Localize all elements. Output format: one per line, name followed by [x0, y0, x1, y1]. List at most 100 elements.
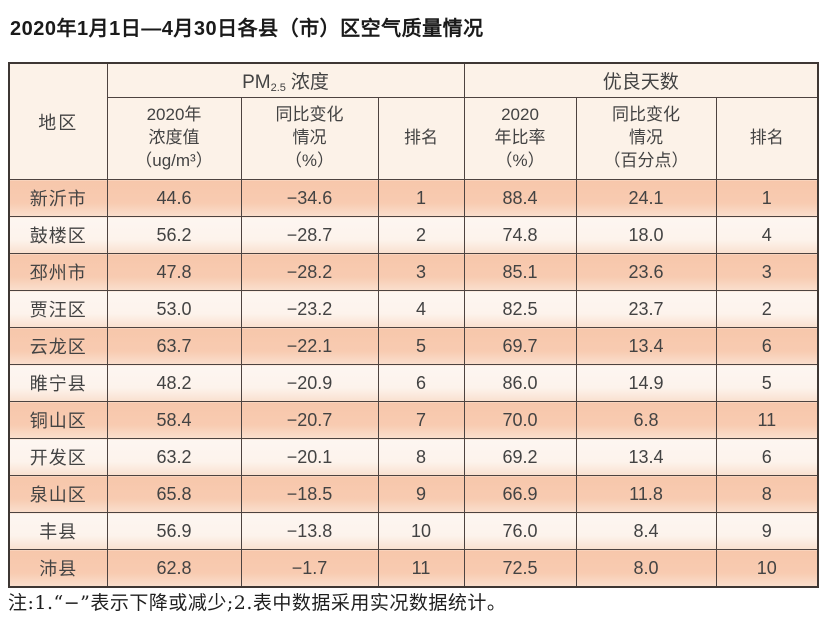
- cell-good-rank: 6: [715, 327, 819, 365]
- table-header: 地区 PM2.5 浓度 优良天数 2020年 浓度值 （ug/m³） 同比变化 情…: [8, 62, 819, 180]
- group-header-pm25: PM2.5 浓度: [106, 62, 465, 98]
- col-header-pm25-value: 2020年 浓度值 （ug/m³）: [106, 97, 242, 180]
- cell-pm25-change: −1.7: [240, 549, 379, 588]
- cell-region: 沛县: [8, 549, 108, 588]
- cell-good-rank: 6: [715, 438, 819, 476]
- cell-good-change: 6.8: [575, 401, 717, 439]
- cell-good-change: 24.1: [575, 179, 717, 217]
- cell-good-rank: 10: [715, 549, 819, 588]
- cell-good-rate: 66.9: [463, 475, 577, 513]
- cell-good-rate: 69.7: [463, 327, 577, 365]
- cell-pm25-change: −28.7: [240, 216, 379, 254]
- table-row: 睢宁县 48.2 −20.9 6 86.0 14.9 5: [8, 364, 819, 402]
- cell-pm25-change: −23.2: [240, 290, 379, 328]
- cell-pm25-change: −22.1: [240, 327, 379, 365]
- col-header-good-change: 同比变化 情况 （百分点）: [575, 97, 717, 180]
- col-header-pm25-rank: 排名: [377, 97, 465, 180]
- cell-good-rate: 76.0: [463, 512, 577, 550]
- cell-good-rank: 11: [715, 401, 819, 439]
- page-title: 2020年1月1日—4月30日各县（市）区空气质量情况: [10, 18, 484, 40]
- cell-region: 邳州市: [8, 253, 108, 291]
- cell-region: 铜山区: [8, 401, 108, 439]
- cell-region: 贾汪区: [8, 290, 108, 328]
- cell-good-change: 23.6: [575, 253, 717, 291]
- cell-good-rate: 86.0: [463, 364, 577, 402]
- cell-good-rank: 9: [715, 512, 819, 550]
- cell-region: 新沂市: [8, 179, 108, 217]
- cell-pm25-rank: 10: [377, 512, 465, 550]
- table-row: 泉山区 65.8 −18.5 9 66.9 11.8 8: [8, 475, 819, 513]
- cell-good-rate: 72.5: [463, 549, 577, 588]
- cell-pm25-change: −20.9: [240, 364, 379, 402]
- cell-good-rate: 82.5: [463, 290, 577, 328]
- col-header-region: 地区: [8, 62, 108, 180]
- cell-good-change: 23.7: [575, 290, 717, 328]
- cell-good-change: 8.0: [575, 549, 717, 588]
- cell-region: 睢宁县: [8, 364, 108, 402]
- table-row: 新沂市 44.6 −34.6 1 88.4 24.1 1: [8, 179, 819, 217]
- cell-pm25-change: −18.5: [240, 475, 379, 513]
- cell-good-rate: 69.2: [463, 438, 577, 476]
- table-row: 鼓楼区 56.2 −28.7 2 74.8 18.0 4: [8, 216, 819, 254]
- cell-pm25-rank: 7: [377, 401, 465, 439]
- table-row: 云龙区 63.7 −22.1 5 69.7 13.4 6: [8, 327, 819, 365]
- cell-pm25-value: 47.8: [106, 253, 242, 291]
- col-header-good-rate: 2020 年比率 （%）: [463, 97, 577, 180]
- cell-pm25-value: 56.2: [106, 216, 242, 254]
- cell-pm25-rank: 3: [377, 253, 465, 291]
- cell-pm25-value: 56.9: [106, 512, 242, 550]
- cell-pm25-rank: 1: [377, 179, 465, 217]
- table-row: 丰县 56.9 −13.8 10 76.0 8.4 9: [8, 512, 819, 550]
- cell-good-rank: 8: [715, 475, 819, 513]
- header-group-row: 地区 PM2.5 浓度 优良天数: [8, 62, 819, 180]
- col-header-good-rank: 排名: [715, 97, 819, 180]
- cell-pm25-value: 44.6: [106, 179, 242, 217]
- pm25-label-suffix: 浓度: [290, 72, 329, 93]
- group-header-good-days: 优良天数: [463, 62, 819, 98]
- cell-region: 鼓楼区: [8, 216, 108, 254]
- cell-good-rank: 1: [715, 179, 819, 217]
- cell-pm25-change: −20.7: [240, 401, 379, 439]
- table-row: 铜山区 58.4 −20.7 7 70.0 6.8 11: [8, 401, 819, 439]
- cell-pm25-rank: 4: [377, 290, 465, 328]
- cell-good-rate: 70.0: [463, 401, 577, 439]
- cell-pm25-change: −28.2: [240, 253, 379, 291]
- cell-pm25-rank: 5: [377, 327, 465, 365]
- cell-good-change: 13.4: [575, 438, 717, 476]
- cell-region: 开发区: [8, 438, 108, 476]
- cell-good-rank: 2: [715, 290, 819, 328]
- cell-good-change: 13.4: [575, 327, 717, 365]
- cell-region: 云龙区: [8, 327, 108, 365]
- table-row: 沛县 62.8 −1.7 11 72.5 8.0 10: [8, 549, 819, 588]
- cell-pm25-value: 63.2: [106, 438, 242, 476]
- cell-pm25-rank: 6: [377, 364, 465, 402]
- pm25-label-prefix: PM: [242, 72, 271, 93]
- cell-good-rank: 5: [715, 364, 819, 402]
- header-sub-row: 2020年 浓度值 （ug/m³） 同比变化 情况 （%） 排名 2020 年比…: [9, 97, 819, 180]
- footnote: 注:1.“−”表示下降或减少;2.表中数据采用实况数据统计。: [8, 592, 507, 614]
- cell-pm25-rank: 11: [377, 549, 465, 588]
- cell-pm25-rank: 2: [377, 216, 465, 254]
- cell-pm25-value: 58.4: [106, 401, 242, 439]
- cell-pm25-change: −20.1: [240, 438, 379, 476]
- pm25-label-subscript: 2.5: [270, 82, 286, 94]
- cell-good-rate: 74.8: [463, 216, 577, 254]
- cell-pm25-value: 48.2: [106, 364, 242, 402]
- cell-region: 泉山区: [8, 475, 108, 513]
- cell-good-change: 18.0: [575, 216, 717, 254]
- cell-good-rate: 88.4: [463, 179, 577, 217]
- table-row: 邳州市 47.8 −28.2 3 85.1 23.6 3: [8, 253, 819, 291]
- cell-region: 丰县: [8, 512, 108, 550]
- table-body: 新沂市 44.6 −34.6 1 88.4 24.1 1 鼓楼区 56.2 −28.7 2 74.8 1…: [8, 179, 819, 588]
- cell-good-change: 8.4: [575, 512, 717, 550]
- air-quality-table: 地区 PM2.5 浓度 优良天数 2020年 浓度值 （ug/m³） 同比变化 情…: [8, 62, 820, 588]
- cell-good-rank: 3: [715, 253, 819, 291]
- cell-pm25-value: 63.7: [106, 327, 242, 365]
- col-header-pm25-change: 同比变化 情况 （%）: [240, 97, 379, 180]
- cell-good-rate: 85.1: [463, 253, 577, 291]
- cell-pm25-rank: 8: [377, 438, 465, 476]
- cell-pm25-value: 53.0: [106, 290, 242, 328]
- cell-pm25-rank: 9: [377, 475, 465, 513]
- table-row: 开发区 63.2 −20.1 8 69.2 13.4 6: [8, 438, 819, 476]
